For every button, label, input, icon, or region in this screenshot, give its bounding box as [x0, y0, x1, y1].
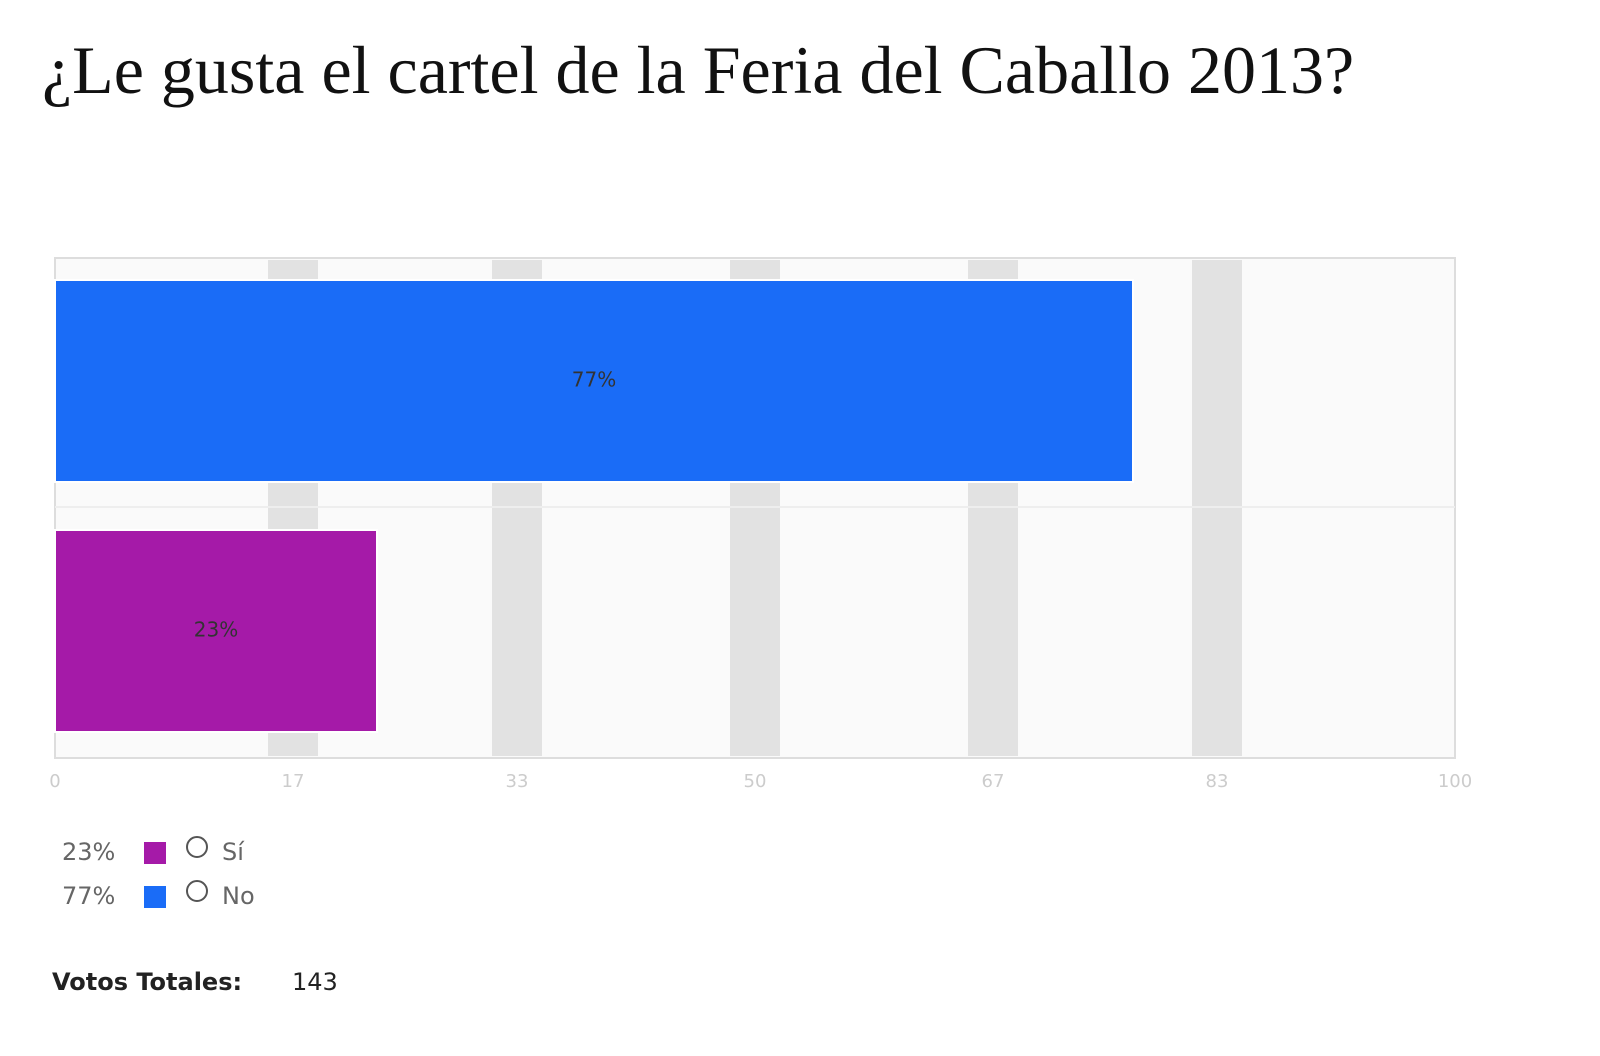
x-tick-label: 100	[1438, 771, 1472, 792]
x-tick-label: 0	[49, 771, 60, 792]
x-tick-label: 17	[282, 771, 305, 792]
legend: 23% Sí 77% No	[62, 836, 255, 910]
bar-value-label: 77%	[572, 368, 616, 392]
bar-value-label: 23%	[194, 618, 238, 642]
legend-percent: 23%	[62, 838, 115, 866]
votes-label: Votos Totales:	[52, 968, 242, 996]
x-tick-label: 67	[982, 771, 1005, 792]
bars: 23% 77%	[54, 279, 1134, 733]
x-tick-label: 50	[744, 771, 767, 792]
bar	[54, 529, 378, 733]
legend-name: Sí	[222, 838, 245, 866]
radio-button[interactable]	[186, 880, 208, 902]
legend-swatch	[144, 886, 166, 908]
legend-swatch	[144, 842, 166, 864]
legend-name: No	[222, 882, 255, 910]
x-tick-label: 83	[1206, 771, 1229, 792]
bar	[54, 279, 1134, 483]
x-tick-label: 33	[506, 771, 529, 792]
legend-percent: 77%	[62, 882, 115, 910]
votes-value: 143	[292, 968, 338, 996]
chart-title: ¿Le gusta el cartel de la Feria del Caba…	[42, 32, 1355, 108]
radio-button[interactable]	[186, 836, 208, 858]
